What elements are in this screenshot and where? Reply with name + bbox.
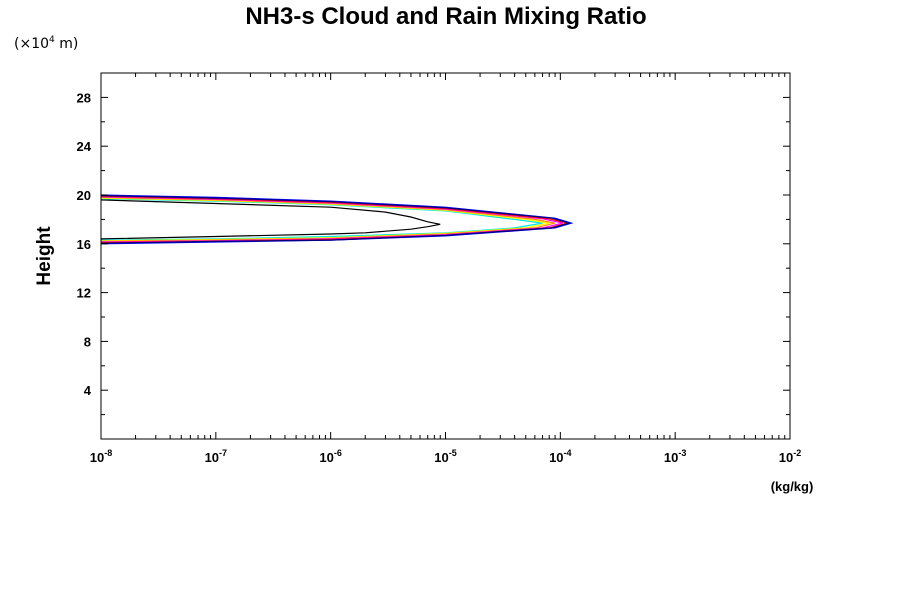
y-axis-label: Height [34, 226, 55, 286]
series-line-7 [100, 195, 572, 244]
y-tick-label: 16 [77, 237, 91, 252]
series-line-3 [100, 196, 556, 242]
y-unit-note: (×104 m) [14, 35, 78, 52]
x-tick-label: 10-7 [205, 448, 227, 465]
chart-title: NH3-s Cloud and Rain Mixing Ratio [245, 3, 646, 30]
y-tick-label: 28 [77, 90, 91, 105]
series-layer [100, 194, 574, 245]
x-tick-label: 10-3 [664, 448, 686, 465]
plot-frame [100, 72, 791, 440]
y-unit-note-tail: m) [55, 36, 79, 52]
x-tick-label: 10-8 [90, 448, 112, 465]
y-tick-label: 12 [77, 286, 91, 301]
x-tick-labels: 10-8 10-7 10-6 10-5 10-4 10-3 10-2 [90, 448, 801, 465]
x-axis-label: (kg/kg) [771, 479, 814, 494]
y-unit-note-exp: 4 [49, 35, 55, 45]
ticks-layer [100, 73, 790, 439]
x-tick-label: 10-5 [434, 448, 456, 465]
x-tick-label: 10-2 [779, 448, 801, 465]
y-tick-label: 4 [84, 383, 92, 398]
x-tick-label: 10-6 [319, 448, 341, 465]
series-line-1 [100, 198, 543, 241]
y-tick-label: 8 [84, 334, 91, 349]
y-tick-label: 24 [77, 139, 92, 154]
y-tick-labels: 4 8 12 16 20 24 28 [77, 90, 92, 398]
y-tick-label: 20 [77, 188, 91, 203]
x-tick-label: 10-4 [549, 448, 571, 465]
series-line-0 [100, 199, 441, 240]
y-unit-note-base: (×10 [14, 36, 49, 52]
